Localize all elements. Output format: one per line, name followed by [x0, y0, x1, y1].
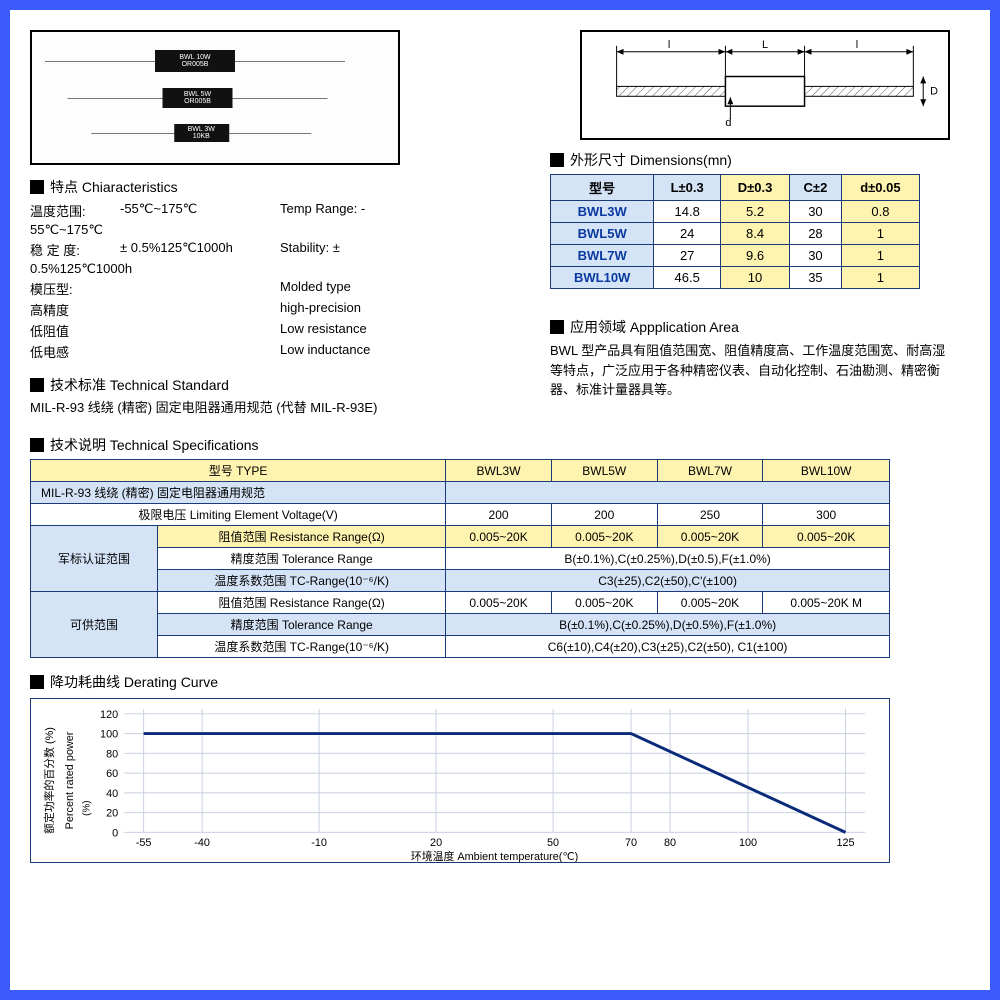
characteristics-title: 特点 Chiaracteristics [30, 177, 430, 197]
svg-text:-10: -10 [311, 837, 327, 849]
bullet-icon [550, 320, 564, 334]
char-line: 模压型:Molded type [30, 279, 430, 298]
char-line: 低阻值Low resistance [30, 321, 430, 340]
svg-text:100: 100 [739, 837, 757, 849]
svg-text:40: 40 [106, 788, 118, 800]
svg-text:20: 20 [430, 837, 442, 849]
dim-l-label: l [668, 39, 670, 51]
svg-text:-55: -55 [136, 837, 152, 849]
char-line: 高精度high-precision [30, 300, 430, 319]
bullet-icon [30, 378, 44, 392]
svg-text:20: 20 [106, 808, 118, 820]
tech-spec-table: 型号 TYPEBWL3WBWL5WBWL7WBWL10WMIL-R-93 线绕 … [30, 459, 890, 658]
derating-chart: 0 20 40 60 80 100 120 -55 -40 -10 20 50 70 80 100 125 环境… [30, 698, 890, 863]
characteristics-block: 特点 Chiaracteristics 温度范围:-55℃~175℃Temp R… [30, 177, 430, 361]
svg-text:Percent rated power: Percent rated power [64, 731, 76, 829]
svg-text:70: 70 [625, 837, 637, 849]
char-line: 0.5%125℃1000h [30, 261, 430, 277]
bullet-icon [30, 438, 44, 452]
svg-text:120: 120 [100, 709, 118, 721]
bullet-icon [30, 675, 44, 689]
svg-text:60: 60 [106, 768, 118, 780]
tech-standard-title-text: 技术标准 Technical Standard [50, 375, 229, 395]
tech-spec-title-text: 技术说明 Technical Specifications [50, 435, 259, 455]
characteristics-title-text: 特点 Chiaracteristics [50, 177, 178, 197]
svg-text:50: 50 [547, 837, 559, 849]
derating-title: 降功耗曲线 Derating Curve [30, 672, 970, 692]
bullet-icon [550, 153, 564, 167]
tech-standard-title: 技术标准 Technical Standard [30, 375, 450, 395]
dim-l-label: l [856, 39, 858, 51]
product-photo: BWL 10WOR005BBWL 5WOR005BBWL 3W10KB [30, 30, 400, 165]
application-title-text: 应用领域 Appplication Area [570, 317, 739, 337]
dim-D-label: D [930, 85, 938, 97]
svg-text:额定功率的百分数 (%): 额定功率的百分数 (%) [42, 727, 56, 834]
dimension-diagram: l L l D d [580, 30, 950, 140]
svg-text:80: 80 [106, 748, 118, 760]
tech-spec-title: 技术说明 Technical Specifications [30, 435, 970, 455]
svg-text:-40: -40 [194, 837, 210, 849]
derating-title-text: 降功耗曲线 Derating Curve [50, 672, 218, 692]
char-line: 55℃~175℃ [30, 222, 430, 238]
dimensions-title: 外形尺寸 Dimensions(mn) [550, 150, 950, 170]
svg-text:0: 0 [112, 828, 118, 840]
dim-L-label: L [762, 39, 768, 51]
tech-standard-text: MIL-R-93 线绕 (精密) 固定电阻器通用规范 (代替 MIL-R-93E… [30, 399, 450, 417]
dimensions-title-text: 外形尺寸 Dimensions(mn) [570, 150, 732, 170]
svg-text:80: 80 [664, 837, 676, 849]
svg-text:环境温度 Ambient temperature(℃): 环境温度 Ambient temperature(℃) [411, 849, 578, 862]
dimensions-table: 型号L±0.3D±0.3C±2d±0.05BWL3W14.85.2300.8BW… [550, 174, 920, 289]
char-line: 低电感Low inductance [30, 342, 430, 361]
char-line: 稳 定 度:± 0.5%125℃1000hStability: ± [30, 240, 430, 259]
application-title: 应用领域 Appplication Area [550, 317, 950, 337]
bullet-icon [30, 180, 44, 194]
svg-text:125: 125 [836, 837, 854, 849]
svg-text:(%): (%) [82, 801, 93, 816]
application-text: BWL 型产品具有阻值范围宽、阻值精度高、工作温度范围宽、耐高湿等特点，广泛应用… [550, 341, 950, 400]
svg-text:100: 100 [100, 729, 118, 741]
char-line: 温度范围:-55℃~175℃Temp Range: - [30, 201, 430, 220]
